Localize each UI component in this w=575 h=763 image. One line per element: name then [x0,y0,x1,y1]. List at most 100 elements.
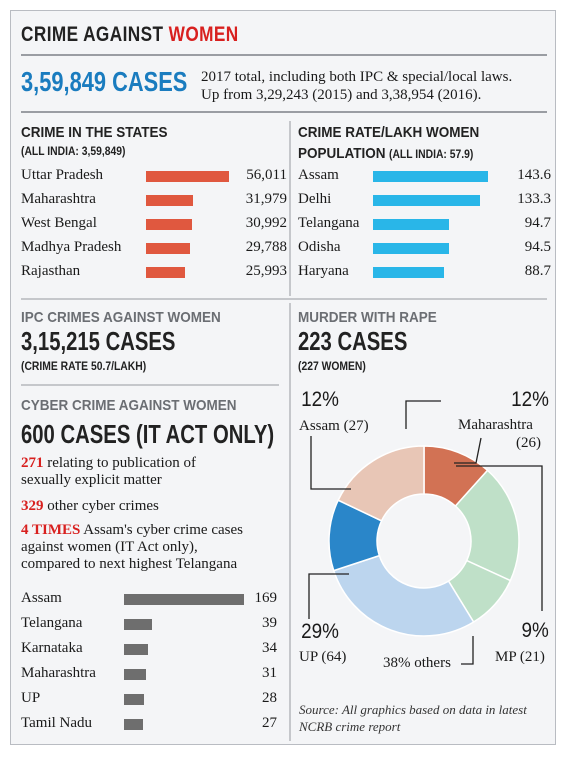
bar [373,267,445,278]
bar [373,195,480,206]
source-line-2: NCRB crime report [299,719,401,734]
bottom-column-divider [289,303,291,741]
leader-up [308,573,349,619]
header-divider [21,54,547,56]
pie-maharashtra-count: (26) [516,435,541,451]
cyber-fact-1: 271 relating to publication of [21,455,196,472]
pie-others-label: 38% others [383,655,451,671]
bar [124,644,149,655]
rate-title-2: POPULATION [298,145,386,162]
title-part-2: WOMEN [168,23,239,46]
total-cases: 3,59,849 CASES [21,66,188,97]
rate-title: CRIME RATE/LAKH WOMEN [298,124,480,141]
ipc-divider [21,384,279,386]
bar-label: UP [21,690,41,706]
bar-label: Assam [298,167,339,183]
bar [146,267,185,278]
cyber-fact-3-num: 4 TIMES [21,522,81,538]
top-column-divider [289,121,291,296]
bar-value-label: 29,788 [245,239,287,255]
cyber-fact-1-text: relating to publication of [43,455,196,471]
bar [373,243,449,254]
bar-value-label: 88.7 [524,263,551,279]
bar-label: Tamil Nadu [21,715,93,731]
bar-label: Haryana [298,263,349,279]
bar-label: Madhya Pradesh [21,239,122,255]
states-title: CRIME IN THE STATES [21,124,168,141]
bar [373,171,488,182]
donut-slice-others [337,445,425,522]
cyber-fact-2: 329 other cyber crimes [21,498,159,515]
pie-assam-pct: 12% [301,388,339,411]
rate-title-line-2: POPULATION (ALL INDIA: 57.9) [298,145,483,163]
murder-cases: 223 CASES [298,326,408,356]
bar-label: Telangana [21,615,83,631]
page-title: CRIME AGAINST WOMEN [21,23,239,47]
bar-value-label: 169 [254,590,278,606]
bar [124,719,144,730]
cyber-fact-2-num: 329 [21,498,44,514]
bar-value-label: 31,979 [245,191,287,207]
cyber-fact-1-num: 271 [21,455,44,471]
pie-up-label: UP (64) [299,649,347,665]
leader-assam [310,436,351,490]
bar-value-label: 39 [262,615,277,631]
bar-value-label: 27 [262,715,277,731]
bar-value-label: 31 [262,665,277,681]
bar-label: Rajasthan [21,263,81,279]
cyber-title: CYBER CRIME AGAINST WOMEN [21,397,237,414]
bar-label: Uttar Pradesh [21,167,104,183]
cyber-fact-3: 4 TIMES Assam's cyber crime cases [21,522,243,539]
donut-slice-up [332,554,475,637]
bar-label: Odisha [298,239,341,255]
bar [146,219,192,230]
states-subtitle: (ALL INDIA: 3,59,849) [21,146,126,158]
bar-label: Telangana [298,215,360,231]
bar [146,195,194,206]
bar-label: Karnataka [21,640,83,656]
pie-mp-pct: 9% [521,619,549,642]
bar-value-label: 143.6 [517,167,551,183]
donut-slice-assam [328,499,383,572]
murder-title: MURDER WITH RAPE [298,309,437,326]
bar-label: Maharashtra [21,665,96,681]
bar [124,619,152,630]
bar-label: Assam [21,590,62,606]
rate-subtitle: (ALL INDIA: 57.9) [389,149,474,161]
ipc-note: (CRIME RATE 50.7/LAKH) [21,361,147,373]
total-desc-line-1: 2017 total, including both IPC & special… [201,69,513,85]
total-desc-line-2: Up from 3,29,243 (2015) and 3,38,954 (20… [201,87,482,103]
cyber-fact-2-text: other cyber crimes [43,498,159,514]
total-divider [21,111,547,113]
pie-maharashtra-label: Maharashtra [458,417,533,433]
pie-maharashtra-pct: 12% [511,388,549,411]
pie-assam-label: Assam (27) [299,418,369,434]
murder-note: (227 WOMEN) [298,361,366,373]
bar-label: Maharashtra [21,191,96,207]
bar-value-label: 94.5 [524,239,551,255]
title-part-1: CRIME AGAINST [21,23,169,46]
total-description: 2017 total, including both IPC & special… [201,68,512,104]
donut-slice-others [454,469,520,582]
bar-label: Delhi [298,191,332,207]
donut-slice-mp [447,559,512,624]
bar-value-label: 133.3 [517,191,551,207]
cyber-cases: 600 CASES (IT ACT ONLY) [21,419,275,449]
source-note: Source: All graphics based on data in la… [299,701,527,735]
bar-label: West Bengal [21,215,97,231]
mid-divider [21,298,547,300]
cyber-fact-3-line-3: compared to next highest Telangana [21,556,238,572]
leader-lines [308,400,543,665]
bar-value-label: 25,993 [245,263,287,279]
leader-mp [456,465,543,611]
ipc-cases: 3,15,215 CASES [21,326,176,356]
source-line-1: Source: All graphics based on data in la… [299,702,527,717]
bar-value-label: 30,992 [245,215,287,231]
ipc-title: IPC CRIMES AGAINST WOMEN [21,309,221,326]
bar-value-label: 34 [262,640,277,656]
bar-value-label: 94.7 [524,215,551,231]
cyber-fact-3-line-2: against women (IT Act only), [21,539,198,555]
donut-slice-maharashtra [423,445,489,508]
cyber-fact-3-text: Assam's cyber crime cases [80,522,243,538]
infographic-card: CRIME AGAINST WOMEN 3,59,849 CASES 2017 … [10,10,556,745]
